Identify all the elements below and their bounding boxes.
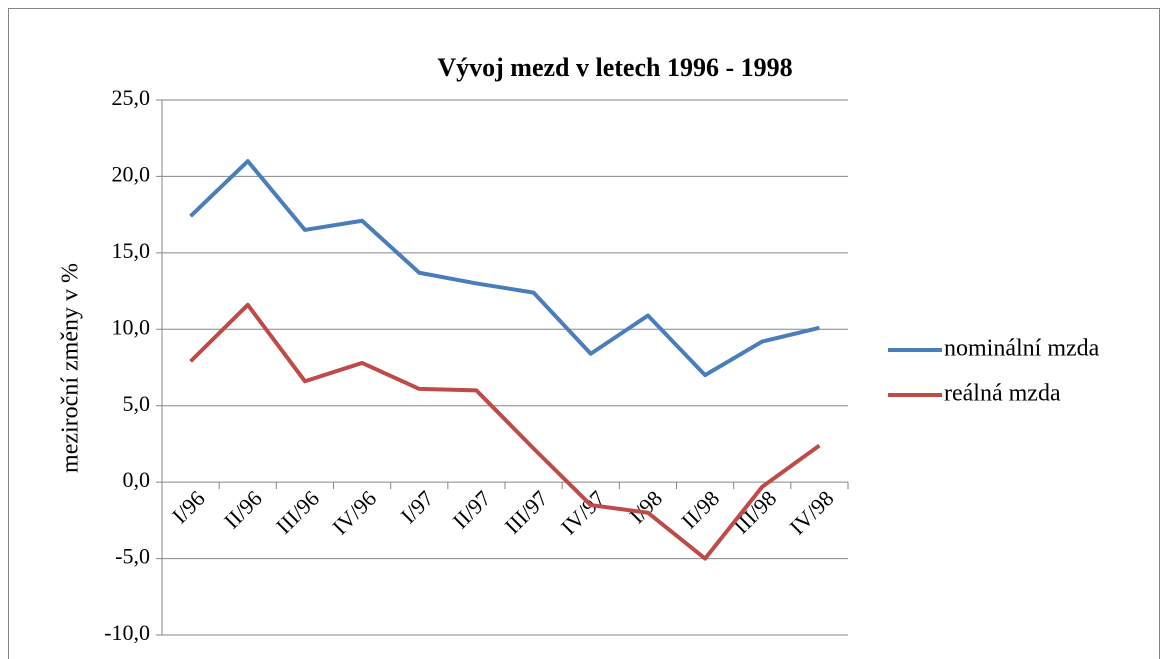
y-tick-label: -5,0 [115,544,150,569]
chart-title: Vývoj mezd v letech 1996 - 1998 [437,53,792,82]
data-line [189,159,820,378]
y-tick-label: -10,0 [104,620,150,645]
y-tick-label: 25,0 [112,85,151,110]
chart-border [8,8,1160,659]
y-tick-label: 5,0 [123,391,151,416]
y-tick-label: 0,0 [123,467,151,492]
y-tick-label: 10,0 [112,314,151,339]
y-tick-label: 20,0 [112,161,151,186]
data-line [189,302,821,561]
y-axis-label: meziroční změny v % [58,263,84,473]
y-tick-label: 15,0 [112,238,151,263]
legend-label: reálná mzda [944,381,1061,407]
legend-label: nominální mzda [944,336,1100,362]
